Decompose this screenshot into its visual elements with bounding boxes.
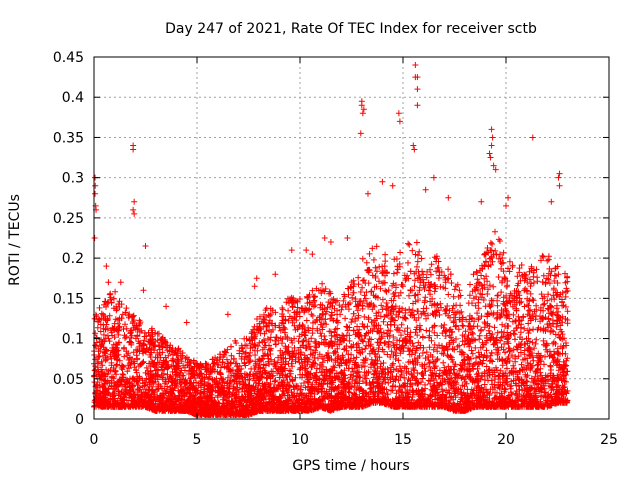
axis-ticks: 0 0.05 0.1 0.15 0.2 0.25 0.3 0.35 0.4 0.45 0 5 10 15 2…: [53, 50, 618, 448]
x-tick-label: 0: [90, 432, 99, 448]
data-point: [359, 110, 366, 117]
x-tick-label: 15: [394, 432, 412, 448]
data-point: [414, 102, 421, 109]
data-point: [140, 287, 147, 294]
data-point: [92, 182, 99, 189]
y-tick-label: 0.1: [62, 332, 84, 348]
data-point: [91, 235, 98, 241]
data-point: [412, 74, 419, 81]
data-point: [309, 251, 316, 258]
y-tick-label: 0.15: [53, 291, 84, 307]
data-point: [131, 198, 138, 205]
x-axis-label: GPS time / hours: [292, 458, 409, 474]
data-point: [130, 206, 137, 213]
data-point: [478, 198, 485, 205]
y-tick-label: 0.4: [62, 90, 84, 106]
data-point: [488, 126, 495, 133]
y-tick-label: 0.25: [53, 211, 84, 227]
data-point: [357, 130, 364, 137]
data-point: [272, 271, 279, 278]
data-point: [224, 311, 231, 318]
data-point: [529, 134, 536, 141]
data-point: [117, 279, 124, 286]
data-point: [445, 194, 452, 201]
data-point: [430, 174, 437, 181]
data-point: [486, 150, 493, 157]
data-point: [105, 279, 112, 286]
data-point: [492, 166, 499, 173]
y-tick-label: 0: [75, 412, 84, 428]
plot-frame: [93, 56, 610, 420]
x-tick-label: 5: [193, 432, 202, 448]
data-point: [389, 182, 396, 189]
data-point: [288, 247, 295, 254]
scatter-points: [91, 62, 571, 418]
data-point: [360, 106, 367, 113]
data-point: [103, 263, 110, 270]
x-tick-label: 25: [600, 432, 618, 448]
data-point: [505, 194, 512, 201]
data-point: [303, 247, 310, 254]
data-point: [489, 134, 496, 141]
data-point: [487, 154, 494, 161]
data-point: [327, 239, 334, 246]
y-axis-label: ROTI / TECUs: [7, 194, 23, 286]
data-point: [142, 243, 149, 250]
data-point: [556, 182, 563, 189]
data-point: [422, 186, 429, 193]
data-point: [130, 146, 137, 153]
y-tick-label: 0.05: [53, 372, 84, 388]
data-point: [321, 235, 328, 241]
data-point: [92, 190, 99, 197]
data-point: [548, 198, 555, 205]
chart-title: Day 247 of 2021, Rate Of TEC Index for r…: [165, 21, 537, 37]
data-point: [410, 142, 417, 149]
data-point: [503, 202, 509, 209]
data-point: [379, 178, 386, 185]
y-tick-label: 0.3: [62, 171, 84, 187]
y-tick-label: 0.2: [62, 251, 84, 267]
data-point: [395, 110, 402, 117]
data-point: [488, 142, 495, 149]
x-tick-label: 10: [291, 432, 309, 448]
y-tick-label: 0.45: [53, 50, 84, 66]
data-point: [555, 174, 562, 181]
data-point: [131, 210, 138, 217]
data-point: [412, 62, 419, 69]
data-point: [253, 275, 260, 282]
data-point: [556, 170, 563, 177]
data-point: [490, 162, 497, 169]
x-tick-label: 20: [497, 432, 515, 448]
data-point: [251, 283, 258, 290]
data-point: [183, 319, 190, 326]
data-point: [396, 118, 403, 125]
data-point: [364, 190, 371, 197]
data-point-cloud: [91, 228, 571, 418]
data-point: [411, 146, 418, 153]
data-point: [414, 86, 421, 93]
data-point: [163, 303, 170, 310]
y-tick-label: 0.35: [53, 130, 84, 146]
data-point: [344, 235, 351, 241]
data-point: [358, 98, 365, 105]
